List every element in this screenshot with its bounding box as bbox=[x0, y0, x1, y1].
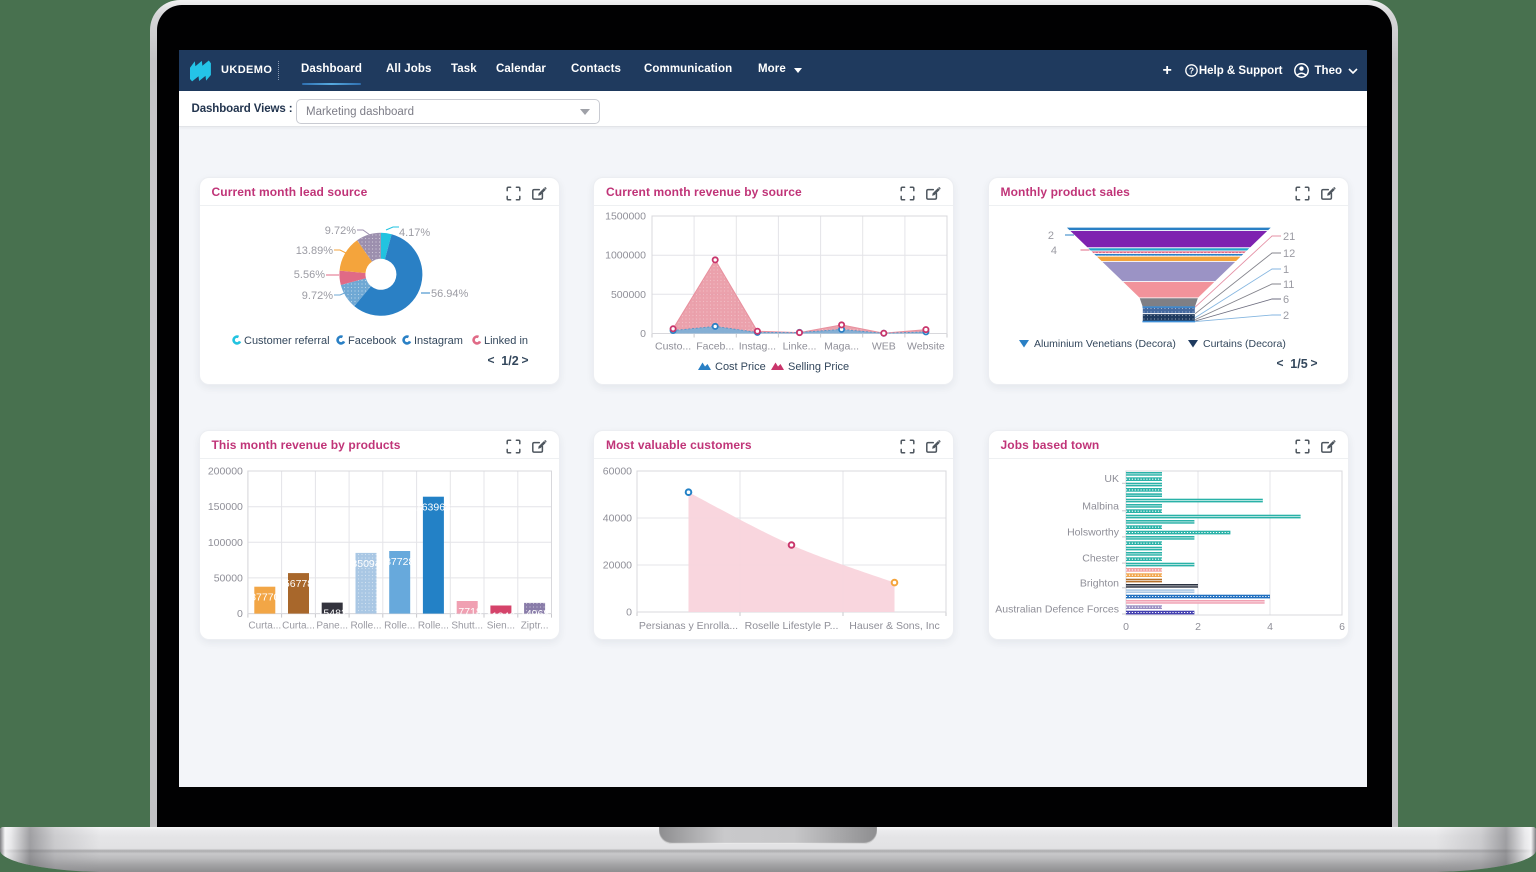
svg-text:50000: 50000 bbox=[213, 572, 242, 584]
svg-text:Holsworthy: Holsworthy bbox=[1067, 526, 1120, 538]
svg-text:11346: 11346 bbox=[486, 611, 515, 623]
svg-text:Pane...: Pane... bbox=[316, 621, 348, 632]
svg-text:1/2: 1/2 bbox=[501, 354, 518, 368]
svg-text:1/5: 1/5 bbox=[1290, 357, 1307, 371]
svg-text:Linke...: Linke... bbox=[783, 341, 817, 353]
svg-text:1000000: 1000000 bbox=[605, 250, 646, 262]
svg-text:40000: 40000 bbox=[603, 513, 632, 525]
svg-text:<: < bbox=[487, 353, 494, 367]
svg-text:21: 21 bbox=[1283, 231, 1295, 243]
svg-text:Persianas y Enrolla...: Persianas y Enrolla... bbox=[639, 620, 738, 632]
svg-text:Curta...: Curta... bbox=[282, 621, 315, 632]
svg-text:>: > bbox=[1310, 356, 1317, 370]
svg-text:Ziptr...: Ziptr... bbox=[520, 621, 548, 632]
svg-text:5.56%: 5.56% bbox=[293, 269, 324, 281]
svg-text:17718: 17718 bbox=[452, 606, 481, 618]
svg-text:Rolle...: Rolle... bbox=[350, 621, 381, 632]
svg-text:1500000: 1500000 bbox=[605, 211, 646, 223]
svg-text:Hauser & Sons, Inc: Hauser & Sons, Inc bbox=[849, 620, 939, 632]
svg-text:11: 11 bbox=[1283, 279, 1294, 291]
svg-text:100000: 100000 bbox=[207, 537, 242, 549]
svg-text:Malbina: Malbina bbox=[1082, 500, 1119, 512]
svg-text:60000: 60000 bbox=[603, 466, 632, 478]
svg-text:Roselle Lifestyle P...: Roselle Lifestyle P... bbox=[745, 620, 839, 632]
svg-text:9.72%: 9.72% bbox=[301, 290, 332, 302]
svg-text:UK: UK bbox=[1104, 473, 1119, 485]
svg-text:Rolle...: Rolle... bbox=[384, 621, 415, 632]
svg-text:56.94%: 56.94% bbox=[431, 288, 469, 300]
svg-text:6: 6 bbox=[1283, 294, 1289, 306]
svg-text:Facebook: Facebook bbox=[348, 335, 397, 347]
svg-text:Instag...: Instag... bbox=[739, 341, 776, 353]
svg-text:0: 0 bbox=[1123, 621, 1129, 633]
svg-text:Aluminium Venetians (Decora): Aluminium Venetians (Decora) bbox=[1034, 338, 1176, 350]
svg-text:4: 4 bbox=[1267, 621, 1273, 633]
svg-text:0: 0 bbox=[626, 607, 632, 619]
svg-text:163968: 163968 bbox=[415, 502, 450, 514]
svg-text:Curta...: Curta... bbox=[248, 621, 281, 632]
svg-text:6: 6 bbox=[1339, 621, 1345, 633]
svg-text:0: 0 bbox=[640, 328, 646, 340]
svg-text:85094: 85094 bbox=[351, 558, 380, 570]
svg-text:20000: 20000 bbox=[603, 560, 632, 572]
svg-text:200000: 200000 bbox=[207, 466, 242, 478]
svg-text:37770: 37770 bbox=[250, 592, 279, 604]
svg-text:Australian Defence Forces: Australian Defence Forces bbox=[995, 604, 1119, 616]
svg-text:Rolle...: Rolle... bbox=[417, 621, 448, 632]
svg-text:Custo...: Custo... bbox=[655, 341, 691, 353]
svg-text:Curtains (Decora): Curtains (Decora) bbox=[1203, 338, 1286, 350]
svg-text:87728: 87728 bbox=[385, 556, 414, 568]
svg-text:>: > bbox=[521, 353, 528, 367]
svg-text:Faceb...: Faceb... bbox=[696, 341, 734, 353]
svg-text:Maga...: Maga... bbox=[824, 341, 859, 353]
svg-text:150000: 150000 bbox=[207, 501, 242, 513]
svg-text:Sien...: Sien... bbox=[486, 621, 514, 632]
svg-text:2: 2 bbox=[1283, 310, 1289, 322]
svg-text:Instagram: Instagram bbox=[414, 335, 463, 347]
svg-text:Linked in: Linked in bbox=[484, 335, 528, 347]
svg-text:4: 4 bbox=[1050, 245, 1056, 257]
svg-text:?: ? bbox=[1189, 65, 1194, 75]
svg-text:Cost Price: Cost Price bbox=[715, 361, 766, 373]
svg-text:0: 0 bbox=[237, 608, 243, 620]
svg-text:15482: 15482 bbox=[317, 608, 346, 620]
svg-text:12: 12 bbox=[1283, 248, 1295, 260]
svg-text:Selling Price: Selling Price bbox=[788, 361, 849, 373]
svg-text:Brighton: Brighton bbox=[1079, 577, 1118, 589]
svg-text:Shutt...: Shutt... bbox=[451, 621, 483, 632]
svg-text:Customer referral: Customer referral bbox=[244, 335, 330, 347]
svg-text:<: < bbox=[1276, 356, 1283, 370]
svg-text:4.17%: 4.17% bbox=[399, 227, 430, 239]
svg-text:2: 2 bbox=[1195, 621, 1201, 633]
svg-text:13.89%: 13.89% bbox=[295, 245, 333, 257]
svg-text:WEB: WEB bbox=[872, 341, 896, 353]
svg-text:1: 1 bbox=[1283, 264, 1289, 276]
svg-text:Chester: Chester bbox=[1082, 553, 1119, 565]
svg-text:500000: 500000 bbox=[611, 289, 646, 301]
svg-text:9.72%: 9.72% bbox=[324, 225, 355, 237]
svg-text:Website: Website bbox=[907, 341, 945, 353]
svg-text:14968: 14968 bbox=[519, 608, 548, 620]
svg-text:2: 2 bbox=[1047, 230, 1053, 242]
svg-text:56778: 56778 bbox=[283, 578, 312, 590]
